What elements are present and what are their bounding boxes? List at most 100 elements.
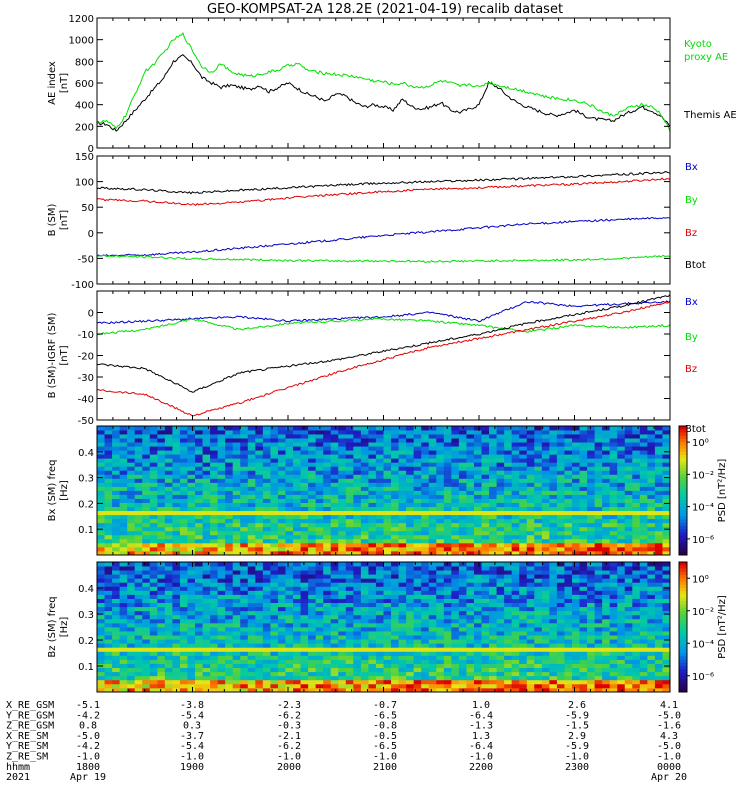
colorbar-frame: [678, 425, 688, 556]
ephemeris-cell: -5.0: [76, 731, 100, 742]
legend-bz: Bz: [685, 364, 697, 375]
ephemeris-cell: -5.4: [180, 710, 204, 721]
series-line-themis-ae: [97, 54, 670, 132]
colorbar-tick-label: 10⁻⁶: [692, 672, 714, 683]
ephemeris-row-label: X_RE_SM: [6, 731, 48, 742]
y-tick-label: -100: [71, 280, 94, 291]
y-axis-label: B (SM): [47, 203, 58, 236]
ephemeris-cell: 0.8: [79, 721, 97, 732]
ephemeris-cell: -6.5: [373, 710, 397, 721]
colorbar: 10⁰ 10⁻² 10⁻⁴ 10⁻⁶ PSD [nT²/Hz]: [678, 561, 728, 693]
ephemeris-cell: -1.0: [373, 752, 397, 763]
y-tick-label: 150: [75, 152, 94, 163]
y-axis-unit: [Hz]: [59, 480, 70, 501]
ephemeris-cell: -5.9: [565, 710, 589, 721]
ephemeris-cell: 1.3: [472, 731, 490, 742]
ephemeris-cell: -6.4: [469, 741, 493, 752]
y-axis-label: Bz (SM) freq: [47, 596, 58, 657]
series-line-btot: [97, 171, 670, 195]
ephemeris-cell: 2200: [469, 762, 493, 773]
ephemeris-cell: -6.5: [373, 741, 397, 752]
panel-2: Bx By Bz Btot -100 -50 0 50 100 150 B (SM) [nT]: [47, 152, 706, 291]
y-axis-unit: [nT]: [59, 210, 70, 230]
series-line-bx: [97, 300, 670, 325]
ephemeris-cell: 2300: [565, 762, 589, 773]
y-tick-label: 0.1: [78, 525, 94, 536]
plot-frame: [96, 17, 671, 149]
ephemeris-cell: -3.7: [180, 731, 204, 742]
y-tick-label: 50: [81, 203, 94, 214]
ephemeris-cell: -3.8: [180, 700, 204, 711]
ephemeris-cell: -5.0: [657, 710, 681, 721]
y-tick-label: 1200: [69, 14, 94, 25]
series-line-btot: [97, 294, 670, 393]
ephemeris-cell: 2000: [277, 762, 301, 773]
y-tick-label: -50: [78, 254, 94, 265]
colorbar-tick-label: 10⁻²: [692, 607, 714, 618]
y-axis-unit: [nT]: [59, 73, 70, 93]
colorbar-label: PSD [nT²/Hz]: [717, 595, 728, 659]
y-axis-label: Bx (SM) freq: [47, 460, 58, 522]
y-tick-label: 0.4: [78, 584, 94, 595]
ephemeris-cell: 1800: [76, 762, 100, 773]
ephemeris-cell: -1.0: [277, 752, 301, 763]
legend-themis: Themis AE: [683, 110, 737, 121]
y-tick-label: -40: [78, 395, 94, 406]
y-tick-label: 400: [75, 101, 94, 112]
ephemeris-cell: Apr 20: [651, 772, 687, 783]
ephemeris-row-label: Z_RE_SM: [6, 752, 48, 763]
figure-title: GEO-KOMPSAT-2A 128.2E (2021-04-19) recal…: [207, 2, 563, 17]
legend-bx: Bx: [685, 297, 698, 308]
ephemeris-cell: -5.1: [76, 700, 100, 711]
y-tick-label: 0.2: [78, 499, 94, 510]
legend-btot: Btot: [685, 424, 706, 435]
colorbar-tick-label: 10⁰: [692, 574, 709, 585]
ephemeris-cell: -0.7: [373, 700, 397, 711]
ephemeris-cell: 1.0: [472, 700, 490, 711]
ephemeris-cell: 2.9: [568, 731, 586, 742]
series-line-bx: [97, 216, 670, 257]
colorbar-frame: [678, 561, 688, 693]
ephemeris-row-label: Z_RE_GSM: [6, 721, 54, 732]
ephemeris-cell: -2.1: [277, 731, 301, 742]
y-tick-label: 0: [88, 144, 94, 155]
panel-4: 10⁰ 10⁻² 10⁻⁴ 10⁻⁶ PSD [nT²/Hz] 0.1 0.2 0.3 0.4 B…: [47, 425, 728, 556]
ephemeris-cell: -1.0: [565, 752, 589, 763]
ephemeris-cell: 1900: [180, 762, 204, 773]
ephemeris-cell: -0.8: [373, 721, 397, 732]
colorbar-tick-label: 10⁻⁴: [692, 639, 714, 650]
colorbar-tick-label: 10⁰: [692, 438, 709, 449]
ephemeris-cell: -5.9: [565, 741, 589, 752]
series-line-kyoto-proxy-ae: [97, 32, 670, 132]
y-tick-label: -50: [78, 416, 94, 427]
ephemeris-cell: 2100: [373, 762, 397, 773]
ephemeris-cell: -1.0: [76, 752, 100, 763]
ephemeris-cell: 2.6: [568, 700, 586, 711]
panel-1: Kyoto proxy AE Themis AE 0 200 400 600 800 1000 1…: [47, 14, 737, 155]
ephemeris-cell: -0.5: [373, 731, 397, 742]
ephemeris-cell: -1.0: [180, 752, 204, 763]
y-tick-label: 100: [75, 178, 94, 189]
y-tick-label: 0: [88, 229, 94, 240]
ephemeris-row-label: 2021: [6, 772, 30, 783]
ephemeris-cell: -1.0: [469, 752, 493, 763]
legend-by: By: [685, 332, 698, 343]
ephemeris-cell: 4.1: [660, 700, 678, 711]
ephemeris-row-label: Y_RE_SM: [6, 741, 48, 752]
y-tick-label: 0.3: [78, 474, 94, 485]
ephemeris-cell: -4.2: [76, 741, 100, 752]
legend-btot: Btot: [685, 260, 706, 271]
spectrogram: [97, 426, 671, 556]
panel-5: 10⁰ 10⁻² 10⁻⁴ 10⁻⁶ PSD [nT²/Hz] 0.1 0.2 0.3 0.4 B…: [47, 561, 728, 693]
y-tick-label: 0.1: [78, 662, 94, 673]
ephemeris-cell: Apr 19: [70, 772, 106, 783]
ephemeris-cell: -6.2: [277, 710, 301, 721]
ephemeris-cell: 0.3: [183, 721, 201, 732]
y-tick-label: 1000: [69, 36, 94, 47]
y-tick-label: -10: [78, 330, 94, 341]
legend-kyoto: proxy AE: [684, 52, 728, 63]
colorbar-tick-label: 10⁻⁴: [692, 503, 714, 514]
ephemeris-row-label: Y_RE_GSM: [6, 710, 54, 721]
ephemeris-cell: -1.6: [657, 721, 681, 732]
